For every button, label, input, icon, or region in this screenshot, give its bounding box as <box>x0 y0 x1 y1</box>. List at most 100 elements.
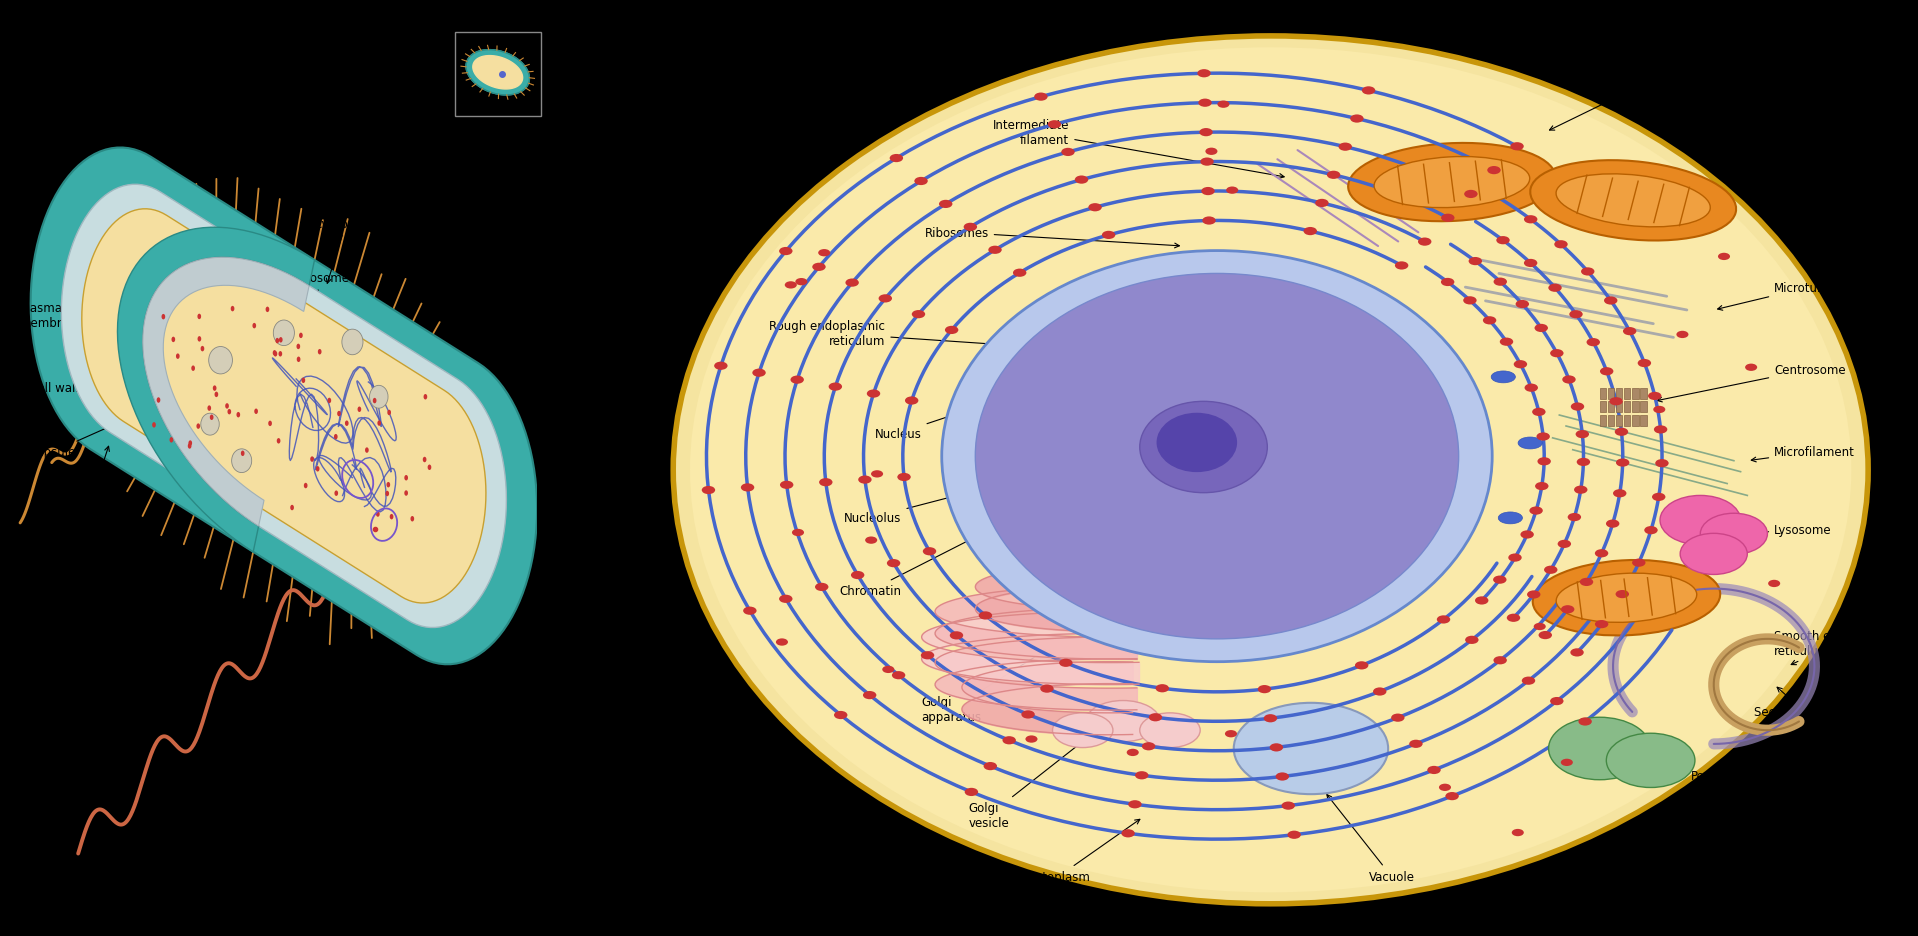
Ellipse shape <box>1086 701 1160 742</box>
Ellipse shape <box>1391 714 1404 722</box>
Ellipse shape <box>1362 87 1375 95</box>
Ellipse shape <box>1534 325 1548 332</box>
Ellipse shape <box>829 383 842 391</box>
Text: Nucleus: Nucleus <box>875 380 1059 440</box>
Ellipse shape <box>405 490 409 496</box>
Ellipse shape <box>338 411 341 417</box>
Ellipse shape <box>169 438 173 443</box>
Ellipse shape <box>1617 459 1630 467</box>
Ellipse shape <box>1022 710 1036 719</box>
Ellipse shape <box>1377 393 1400 405</box>
Ellipse shape <box>1567 514 1580 521</box>
Text: Centrosome: Centrosome <box>1657 363 1845 402</box>
Ellipse shape <box>1354 662 1368 670</box>
Ellipse shape <box>911 311 924 319</box>
Ellipse shape <box>1446 792 1460 800</box>
Ellipse shape <box>777 638 788 646</box>
Ellipse shape <box>792 529 804 536</box>
Ellipse shape <box>276 339 280 344</box>
Ellipse shape <box>1463 191 1477 198</box>
Ellipse shape <box>1149 713 1162 722</box>
Ellipse shape <box>1563 376 1577 384</box>
Ellipse shape <box>1201 188 1214 196</box>
Ellipse shape <box>1500 338 1513 346</box>
Ellipse shape <box>1128 800 1141 809</box>
Ellipse shape <box>819 478 832 487</box>
Ellipse shape <box>1103 231 1116 240</box>
Ellipse shape <box>1534 482 1548 490</box>
Text: Ribosomes: Ribosomes <box>924 227 1180 249</box>
Ellipse shape <box>334 434 338 440</box>
Ellipse shape <box>424 395 428 400</box>
Bar <box>1615 388 1623 399</box>
Ellipse shape <box>1040 685 1053 693</box>
Ellipse shape <box>1201 158 1214 167</box>
Ellipse shape <box>1638 359 1651 368</box>
Ellipse shape <box>1417 239 1431 246</box>
Ellipse shape <box>318 349 322 355</box>
Ellipse shape <box>1550 350 1563 358</box>
Ellipse shape <box>915 178 928 186</box>
Ellipse shape <box>1490 372 1515 384</box>
Ellipse shape <box>1699 514 1768 555</box>
Ellipse shape <box>1492 576 1506 584</box>
Ellipse shape <box>863 692 877 699</box>
Ellipse shape <box>387 410 391 416</box>
Ellipse shape <box>303 483 307 489</box>
Ellipse shape <box>176 354 180 359</box>
Ellipse shape <box>1561 606 1575 614</box>
Ellipse shape <box>1511 829 1523 836</box>
Ellipse shape <box>1676 331 1688 339</box>
Ellipse shape <box>215 392 219 398</box>
Ellipse shape <box>1586 339 1600 347</box>
Ellipse shape <box>1509 143 1523 152</box>
Ellipse shape <box>1555 574 1697 622</box>
Ellipse shape <box>1373 688 1387 695</box>
Ellipse shape <box>988 246 1001 255</box>
Ellipse shape <box>1561 759 1573 767</box>
Bar <box>1625 416 1630 427</box>
Bar <box>1607 416 1615 427</box>
Ellipse shape <box>1600 368 1613 376</box>
Text: cell wall: cell wall <box>31 378 111 395</box>
Ellipse shape <box>278 338 282 344</box>
Polygon shape <box>31 149 537 665</box>
Ellipse shape <box>1437 616 1450 624</box>
Ellipse shape <box>1577 459 1590 466</box>
Ellipse shape <box>857 476 871 484</box>
Ellipse shape <box>1517 437 1542 449</box>
Ellipse shape <box>1508 614 1521 622</box>
Ellipse shape <box>236 413 240 418</box>
Text: Golgi
vesicle: Golgi vesicle <box>969 728 1099 829</box>
Ellipse shape <box>1141 742 1155 751</box>
Ellipse shape <box>274 352 278 358</box>
Ellipse shape <box>209 347 232 374</box>
Ellipse shape <box>796 279 807 286</box>
Ellipse shape <box>1719 254 1730 261</box>
Ellipse shape <box>892 671 905 680</box>
Ellipse shape <box>1659 496 1742 545</box>
Ellipse shape <box>196 424 199 430</box>
Ellipse shape <box>1469 257 1483 266</box>
Ellipse shape <box>378 421 382 427</box>
Ellipse shape <box>201 346 205 352</box>
Ellipse shape <box>1059 659 1072 667</box>
Ellipse shape <box>1423 414 1448 425</box>
Text: capsule: capsule <box>31 426 111 459</box>
Ellipse shape <box>290 505 293 511</box>
Ellipse shape <box>1575 486 1588 494</box>
Ellipse shape <box>311 457 315 462</box>
Ellipse shape <box>742 607 756 615</box>
Ellipse shape <box>867 390 880 398</box>
Ellipse shape <box>1197 70 1210 79</box>
Ellipse shape <box>1088 204 1101 212</box>
Ellipse shape <box>974 274 1460 639</box>
Ellipse shape <box>1026 736 1038 743</box>
Ellipse shape <box>1350 115 1364 124</box>
Text: Secretory vesicle: Secretory vesicle <box>1753 687 1855 719</box>
Ellipse shape <box>1605 734 1696 788</box>
Ellipse shape <box>871 471 882 478</box>
Text: Nucleolus: Nucleolus <box>844 447 1139 524</box>
Text: Peroxisome: Peroxisome <box>1657 753 1759 782</box>
Ellipse shape <box>921 651 934 660</box>
